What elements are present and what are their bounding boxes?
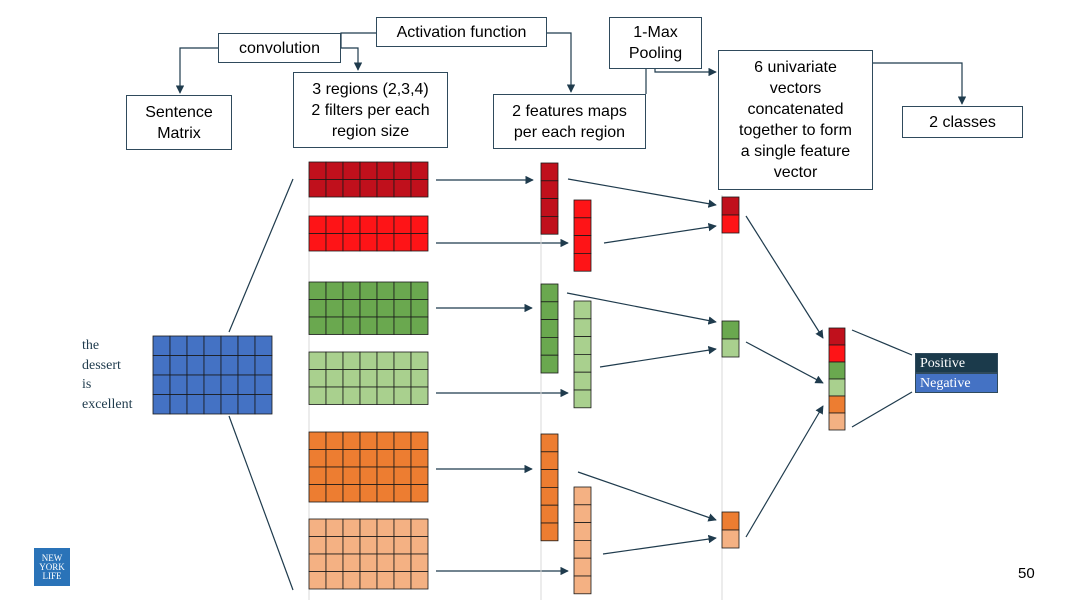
feature-map-1 [540,162,559,235]
feature-map-2 [573,199,592,272]
spread-top [228,178,294,333]
concat-cell [828,344,846,363]
word: the [82,338,100,353]
pool-red-concat [745,215,824,339]
filter-region2-a [308,431,429,503]
convolution-label: convolution [218,33,341,63]
feature-map-3 [540,283,559,374]
word: excellent [82,396,133,412]
filter-region2-b [308,518,429,590]
classes-label: 2 classes [902,106,1023,138]
concat-negative [851,391,913,428]
feature-map-4 [573,300,592,409]
class-positive: Positive [915,353,998,373]
conv-to-sentence [175,47,218,94]
sentence-words: the dessert is excellent [82,336,152,414]
feature-maps-label: 2 features maps per each region [493,94,646,149]
concat-cell [828,412,846,431]
conv-to-regions [341,47,363,71]
page-number: 50 [1018,565,1035,582]
concat-cell [828,327,846,346]
new-york-life-logo: NEW YORK LIFE [34,548,70,586]
filter-region3-b [308,351,429,405]
filter-region4-b [308,215,429,252]
class-negative: Negative [915,373,998,393]
pool-orange-concat [745,405,824,538]
spread-bottom [228,415,294,591]
activation-to-conv [340,32,376,48]
m2-pool [603,222,717,244]
word: is [82,377,92,392]
pool-green-concat [745,341,824,384]
activation-to-maps [547,32,576,93]
sentence-matrix-label: Sentence Matrix [126,95,232,150]
filter-region3-a [308,281,429,335]
concat-cell [828,395,846,414]
filter-region4-a [308,161,429,198]
univariate-vectors-label: 6 univariate vectors concatenated togeth… [718,50,873,190]
concat-positive [851,329,913,356]
m6-pool [602,534,717,555]
pooled-green-2 [721,338,740,358]
pooled-green-1 [721,320,740,340]
sentence-matrix [152,335,273,415]
m3-pool [566,292,717,325]
pooled-orange-1 [721,511,740,531]
max-pooling-label: 1-Max Pooling [609,17,702,69]
concat-cell [828,361,846,380]
m1-pool [567,178,717,208]
pooled-orange-2 [721,529,740,549]
word: dessert [82,357,121,373]
m5-pool [577,471,717,522]
feature-map-5 [540,433,559,542]
m4-pool [599,346,717,368]
pooled-red-2 [721,214,740,234]
feature-map-6 [573,486,592,595]
regions-label: 3 regions (2,3,4) 2 filters per each reg… [293,72,448,148]
univariate-to-classes [873,62,967,105]
pooling-to-univariate [654,67,717,77]
activation-function-label: Activation function [376,17,547,47]
pooled-red-1 [721,196,740,216]
concat-cell [828,378,846,397]
